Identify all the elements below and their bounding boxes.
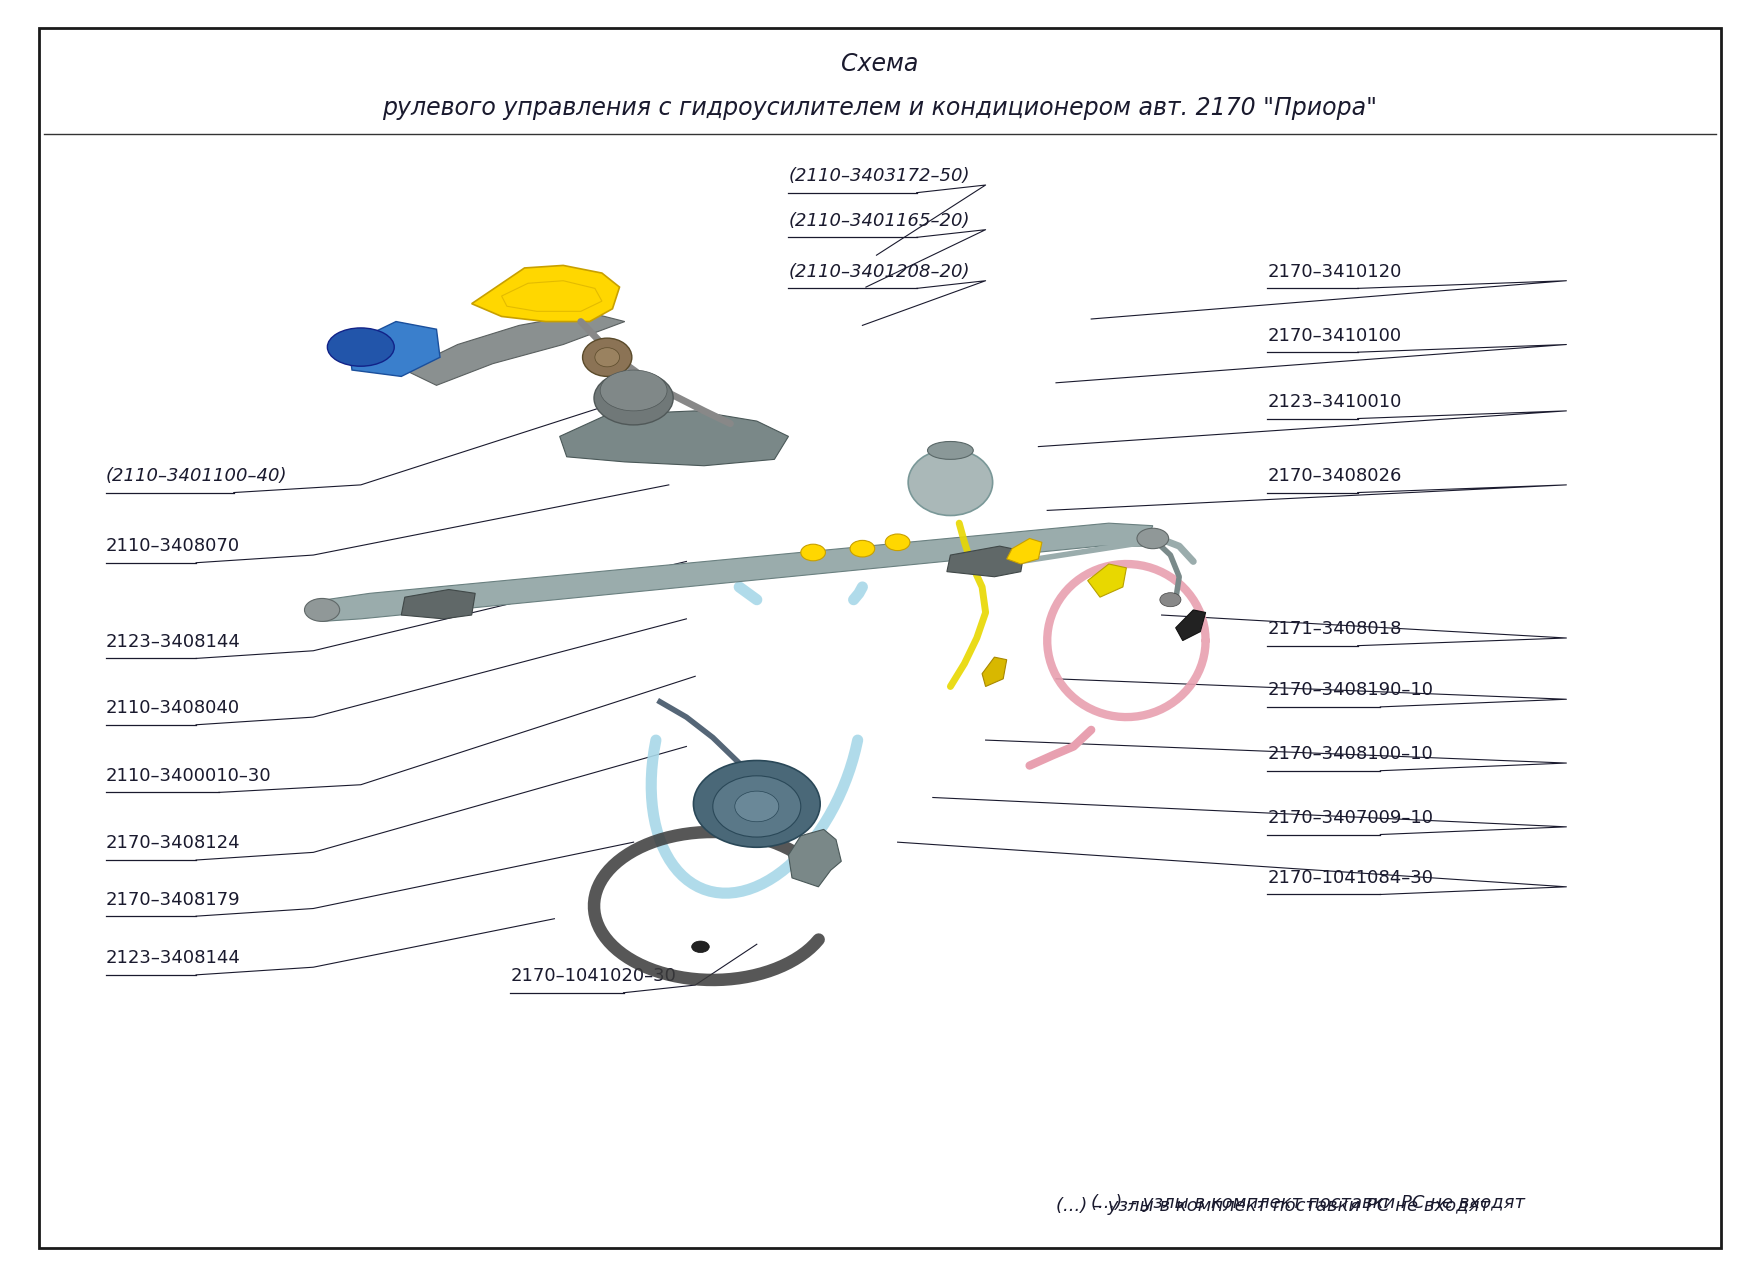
Ellipse shape bbox=[583, 338, 632, 376]
Polygon shape bbox=[405, 313, 625, 385]
Ellipse shape bbox=[600, 370, 667, 411]
Polygon shape bbox=[560, 411, 788, 466]
Ellipse shape bbox=[327, 328, 394, 366]
Polygon shape bbox=[982, 657, 1007, 686]
Polygon shape bbox=[472, 265, 620, 322]
Ellipse shape bbox=[801, 544, 825, 561]
Polygon shape bbox=[1088, 564, 1126, 597]
Text: 2123–3410010: 2123–3410010 bbox=[1267, 393, 1401, 411]
Text: 2170–3408124: 2170–3408124 bbox=[106, 835, 239, 852]
Text: 2170–3408179: 2170–3408179 bbox=[106, 891, 239, 909]
Text: 2170–3408190–10: 2170–3408190–10 bbox=[1267, 681, 1433, 699]
Polygon shape bbox=[947, 546, 1024, 577]
Ellipse shape bbox=[1160, 592, 1181, 606]
Polygon shape bbox=[502, 281, 602, 311]
Text: (2110–3401100–40): (2110–3401100–40) bbox=[106, 467, 287, 485]
Text: (2110–3401208–20): (2110–3401208–20) bbox=[788, 263, 970, 281]
Polygon shape bbox=[322, 523, 1153, 621]
Polygon shape bbox=[1176, 610, 1206, 641]
Text: 2170–3408026: 2170–3408026 bbox=[1267, 467, 1401, 485]
Ellipse shape bbox=[713, 776, 801, 837]
Text: 2170–1041084–30: 2170–1041084–30 bbox=[1267, 869, 1433, 887]
Ellipse shape bbox=[593, 371, 672, 425]
Text: рулевого управления с гидроусилителем и кондиционером авт. 2170 "Приора": рулевого управления с гидроусилителем и … bbox=[382, 97, 1378, 120]
Ellipse shape bbox=[595, 348, 620, 367]
Polygon shape bbox=[401, 590, 475, 619]
Text: (2110–3403172–50): (2110–3403172–50) bbox=[788, 167, 970, 185]
Ellipse shape bbox=[693, 760, 820, 847]
Text: 2171–3408018: 2171–3408018 bbox=[1267, 620, 1401, 638]
Text: 2110–3400010–30: 2110–3400010–30 bbox=[106, 767, 271, 785]
Ellipse shape bbox=[304, 598, 340, 621]
Polygon shape bbox=[1007, 538, 1042, 564]
Text: 2170–3410120: 2170–3410120 bbox=[1267, 263, 1401, 281]
Polygon shape bbox=[788, 829, 841, 887]
Text: 2123–3408144: 2123–3408144 bbox=[106, 633, 241, 651]
Ellipse shape bbox=[928, 441, 973, 459]
Ellipse shape bbox=[692, 942, 709, 952]
Text: Схема: Схема bbox=[841, 52, 919, 75]
Ellipse shape bbox=[1137, 528, 1169, 549]
Text: (2110–3401165–20): (2110–3401165–20) bbox=[788, 212, 970, 230]
Text: 2110–3408040: 2110–3408040 bbox=[106, 699, 239, 717]
Ellipse shape bbox=[850, 541, 875, 558]
Text: 2170–1041020–30: 2170–1041020–30 bbox=[510, 967, 676, 985]
Ellipse shape bbox=[908, 449, 993, 516]
Text: (...) – узлы в комплект поставки РС не входят: (...) – узлы в комплект поставки РС не в… bbox=[1091, 1194, 1526, 1212]
Text: 2170–3408100–10: 2170–3408100–10 bbox=[1267, 745, 1433, 763]
Ellipse shape bbox=[885, 535, 910, 551]
Text: 2170–3410100: 2170–3410100 bbox=[1267, 327, 1401, 345]
Text: (...) – узлы в комплект поставки РС не входят: (...) – узлы в комплект поставки РС не в… bbox=[1056, 1197, 1491, 1215]
Text: 2110–3408070: 2110–3408070 bbox=[106, 537, 239, 555]
Polygon shape bbox=[348, 322, 440, 376]
Text: 2123–3408144: 2123–3408144 bbox=[106, 949, 241, 967]
Text: 2170–3407009–10: 2170–3407009–10 bbox=[1267, 809, 1433, 827]
Ellipse shape bbox=[734, 791, 778, 822]
